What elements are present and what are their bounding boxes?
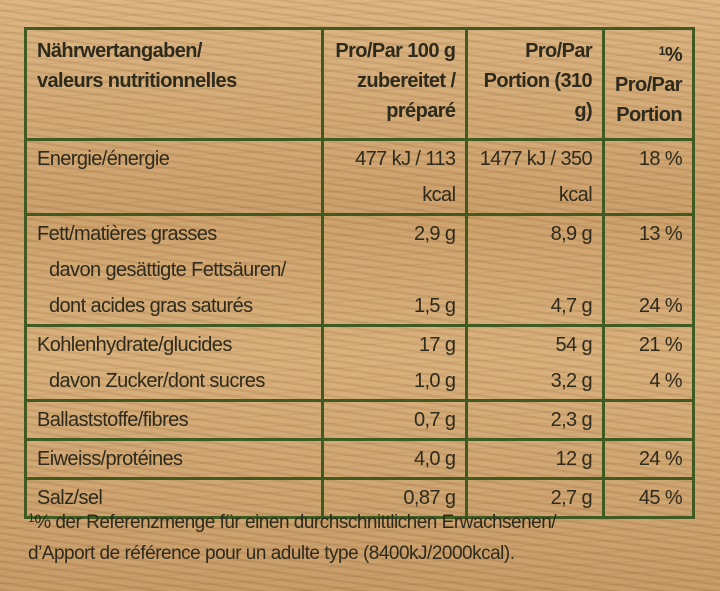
spacer — [334, 252, 455, 288]
sugars-percent: 4 % — [649, 370, 682, 392]
row-portion: 1477 kJ / 350 kcal — [465, 138, 606, 216]
saturates-percent: 24 % — [638, 295, 683, 317]
header-portion: Pro/Par Portion (310 g) — [465, 27, 606, 141]
saturates-label-line2: dont acides gras saturés — [49, 295, 253, 317]
row-label: Salz/sel — [23, 477, 325, 519]
carbs-percent: 21 % — [638, 334, 683, 356]
carbs-label: Kohlenhydrate/glucides — [37, 334, 232, 356]
row-label: Ballaststoffe/fibres — [23, 399, 325, 441]
fat-label: Fett/matières grasses — [37, 223, 217, 245]
row-portion: 2,3 g — [465, 399, 606, 441]
table-row-energy: Energie/énergie 477 kJ / 113 kcal 1477 k… — [23, 138, 695, 216]
header-portion-line2: Portion (310 g) — [483, 70, 593, 122]
row-per100: 0,7 g — [321, 399, 469, 441]
row-per100-group: 2,9 g 1,5 g — [321, 213, 469, 327]
row-per100: 0,87 g — [321, 477, 469, 519]
nutrition-table: Nährwertangaben/ valeurs nutritionnelles… — [23, 27, 695, 519]
footnote-text1: % der Referenzmenge für einen durchschni… — [34, 512, 557, 533]
footnote-sup: 1 — [28, 511, 35, 525]
row-portion-group: 8,9 g 4,7 g — [465, 213, 606, 327]
fat-portion: 8,9 g — [550, 223, 593, 245]
row-label: Eiweiss/protéines — [23, 438, 325, 480]
header-nutrient-line1: Nährwertangaben/ — [37, 40, 202, 62]
saturates-label-line1: davon gesättigte Fettsäuren/ — [49, 259, 286, 281]
carbs-per100: 17 g — [418, 334, 456, 356]
fat-per100: 2,9 g — [413, 223, 456, 245]
row-per100-group: 17 g 1,0 g — [321, 324, 469, 402]
row-label-group: Fett/matières grasses davon gesättigte F… — [23, 213, 325, 327]
row-portion: 2,7 g — [465, 477, 606, 519]
header-per100-line1: Pro/Par 100 g — [335, 40, 456, 62]
fat-percent: 13 % — [638, 223, 683, 245]
table-row-salt: Salz/sel 0,87 g 2,7 g 45 % — [23, 477, 695, 519]
row-percent: 45 % — [602, 477, 695, 519]
row-percent: 18 % — [602, 138, 695, 216]
header-percent-line2: Portion — [616, 104, 682, 126]
spacer — [615, 252, 682, 288]
row-portion: 12 g — [465, 438, 606, 480]
row-percent-group: 13 % 24 % — [602, 213, 695, 327]
row-label: Energie/énergie — [23, 138, 325, 216]
header-percent-text: % Pro/Par — [615, 44, 683, 96]
row-per100: 4,0 g — [321, 438, 469, 480]
saturates-portion: 4,7 g — [550, 295, 593, 317]
sugars-label: davon Zucker/dont sucres — [49, 370, 265, 392]
header-per100-line3: préparé — [386, 100, 456, 122]
footnote: 1% der Referenzmenge für einen durchschn… — [28, 503, 557, 569]
row-percent-group: 21 % 4 % — [602, 324, 695, 402]
row-percent — [602, 399, 695, 441]
spacer — [478, 252, 592, 288]
row-percent: 24 % — [602, 438, 695, 480]
sugars-portion: 3,2 g — [550, 370, 593, 392]
table-row-carbs: Kohlenhydrate/glucides davon Zucker/dont… — [23, 324, 695, 402]
header-nutrient-line2: valeurs nutritionnelles — [37, 70, 237, 92]
carbs-portion: 54 g — [555, 334, 593, 356]
header-percent: 1% Pro/Par Portion — [602, 27, 695, 141]
footnote-line1: 1% der Referenzmenge für einen durchschn… — [28, 503, 557, 538]
row-portion-group: 54 g 3,2 g — [465, 324, 606, 402]
header-percent-line1: 1% Pro/Par — [615, 36, 683, 100]
footnote-line2: d’Apport de référence pour un adulte typ… — [28, 543, 515, 564]
sugars-per100: 1,0 g — [413, 370, 456, 392]
header-percent-sup: 1 — [658, 44, 666, 58]
header-per100-line2: zubereitet / — [357, 70, 456, 92]
row-label-group: Kohlenhydrate/glucides davon Zucker/dont… — [23, 324, 325, 402]
row-per100: 477 kJ / 113 kcal — [321, 138, 469, 216]
header-nutrient: Nährwertangaben/ valeurs nutritionnelles — [23, 27, 325, 141]
header-per100: Pro/Par 100 g zubereitet / préparé — [321, 27, 469, 141]
header-portion-line1: Pro/Par — [525, 40, 593, 62]
table-row-fibre: Ballaststoffe/fibres 0,7 g 2,3 g — [23, 399, 695, 441]
table-row-protein: Eiweiss/protéines 4,0 g 12 g 24 % — [23, 438, 695, 480]
table-row-fat: Fett/matières grasses davon gesättigte F… — [23, 213, 695, 327]
header-row: Nährwertangaben/ valeurs nutritionnelles… — [23, 27, 695, 141]
saturates-per100: 1,5 g — [413, 295, 456, 317]
